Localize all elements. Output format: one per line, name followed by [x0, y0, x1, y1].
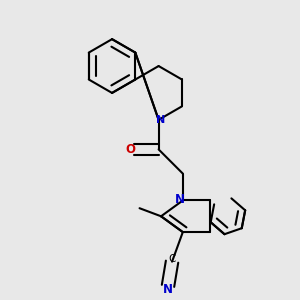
Text: N: N [175, 193, 185, 206]
Text: N: N [156, 115, 165, 125]
Text: O: O [126, 143, 136, 156]
Text: C: C [168, 254, 176, 264]
Text: N: N [163, 283, 173, 296]
